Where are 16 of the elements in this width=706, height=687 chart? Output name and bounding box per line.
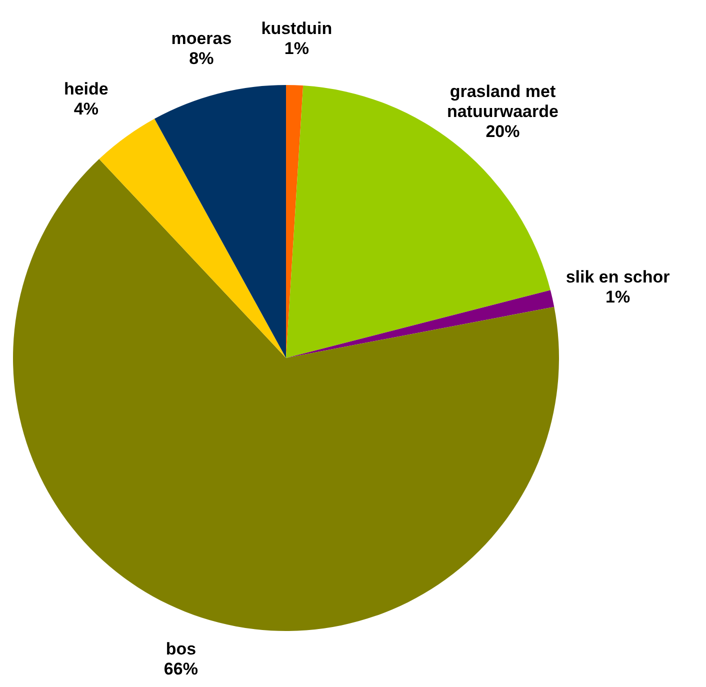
data-label: 8% (189, 48, 214, 68)
slice-label: bos (166, 639, 196, 658)
slice-label: kustduin (261, 19, 332, 38)
data-label: 20% (486, 122, 520, 141)
pie-slice (286, 290, 554, 358)
slice-label: grasland met natuurwaarde (446, 82, 558, 121)
data-label: 66% (164, 659, 198, 678)
pie-slice (13, 158, 559, 631)
pie-slice (154, 85, 286, 358)
data-label: 1% (284, 39, 309, 58)
slice-label: heide (64, 80, 108, 99)
data-label: 1% (606, 288, 630, 307)
slice-label: moeras (171, 28, 232, 48)
data-label: 4% (74, 100, 98, 119)
slice-label: slik en schor (566, 268, 670, 287)
pie-slice (99, 118, 286, 358)
